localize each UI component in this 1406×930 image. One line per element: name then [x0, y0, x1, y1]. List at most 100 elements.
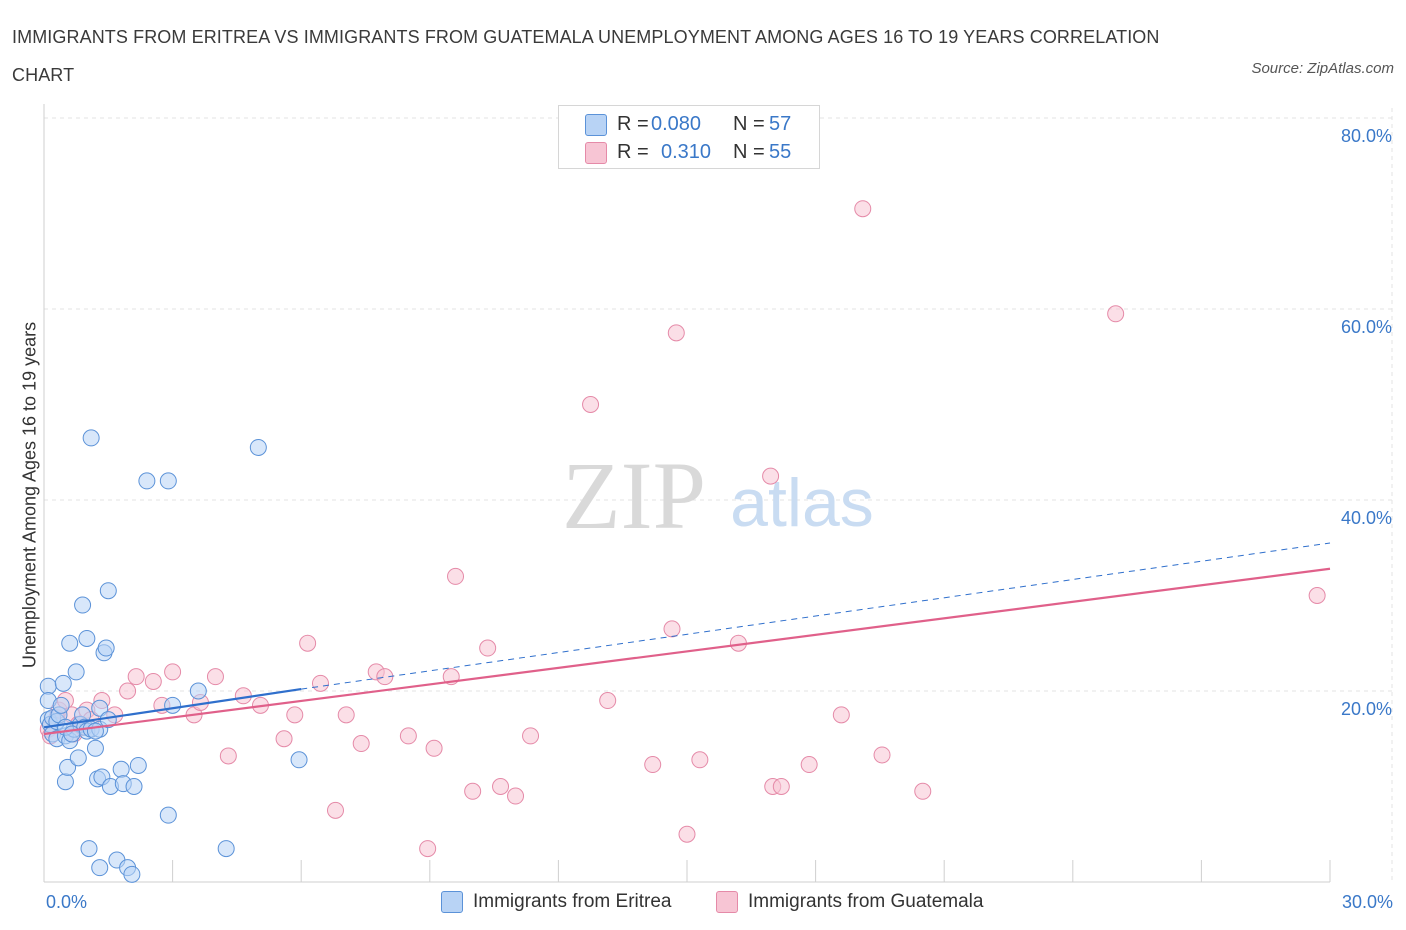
eritrea-r-label: R =: [617, 113, 649, 135]
guatemala-point: [425, 739, 443, 757]
guatemala-point: [447, 567, 465, 585]
eritrea-legend-label: Immigrants from Eritrea: [473, 891, 672, 912]
eritrea-point: [52, 696, 70, 714]
eritrea-point: [249, 438, 267, 456]
eritrea-point: [159, 806, 177, 824]
eritrea-point: [97, 639, 115, 657]
eritrea-trend-line: [43, 688, 302, 729]
guatemala-point: [164, 663, 182, 681]
eritrea-point: [123, 865, 141, 883]
y-axis-label: Unemployment Among Ages 16 to 19 years: [19, 321, 40, 669]
guatemala-point: [772, 778, 790, 795]
guatemala-point: [352, 735, 370, 753]
eritrea-point: [290, 751, 308, 769]
series-eritrea-points: [39, 429, 308, 883]
guatemala-point: [914, 782, 932, 800]
x-tick-label: 0.0%: [46, 892, 87, 912]
guatemala-r-value: 0.310: [661, 141, 712, 163]
guatemala-point: [219, 747, 237, 765]
guatemala-n-value: 55: [769, 141, 792, 163]
guatemala-legend-label: Immigrants from Guatemala: [748, 891, 984, 912]
eritrea-point: [189, 682, 207, 700]
guatemala-point: [299, 634, 317, 652]
eritrea-point: [112, 760, 130, 778]
guatemala-point: [119, 682, 137, 700]
eritrea-point: [99, 582, 117, 600]
tick-labels: 20.0% 40.0% 60.0% 80.0% 0.0% 30.0%: [46, 126, 1393, 912]
grid-layer: [44, 108, 1393, 882]
guatemala-point: [399, 727, 417, 745]
eritrea-point: [86, 739, 104, 757]
guatemala-point: [762, 467, 780, 485]
guatemala-legend-swatch: [716, 891, 738, 913]
y-tick-label: 20.0%: [1341, 699, 1392, 719]
eritrea-point: [56, 773, 74, 791]
x-tick-label: 30.0%: [1342, 892, 1393, 912]
stats-legend: R = 0.080 N = 57 R = 0.310 N = 55: [558, 105, 820, 169]
eritrea-legend-swatch: [441, 891, 463, 913]
eritrea-point: [86, 722, 104, 740]
eritrea-point: [159, 472, 177, 490]
trend-lines: [43, 542, 1331, 736]
guatemala-point: [800, 756, 818, 774]
watermark-zip: ZIP: [562, 442, 706, 549]
eritrea-point: [80, 840, 98, 858]
guatemala-point: [599, 692, 617, 710]
eritrea-point: [125, 778, 143, 795]
guatemala-point: [286, 706, 304, 724]
guatemala-point: [644, 756, 662, 774]
guatemala-point: [144, 672, 162, 690]
guatemala-swatch: [585, 142, 607, 164]
guatemala-point: [667, 324, 685, 342]
y-tick-label: 40.0%: [1341, 508, 1392, 528]
guatemala-point: [854, 200, 872, 218]
watermark: ZIP atlas: [562, 442, 874, 549]
eritrea-point: [69, 749, 87, 767]
guatemala-r-label: R =: [617, 141, 649, 163]
guatemala-point: [873, 746, 891, 764]
y-tick-label: 60.0%: [1341, 317, 1392, 337]
guatemala-point: [832, 706, 850, 724]
guatemala-n-label: N =: [733, 141, 765, 163]
guatemala-point: [311, 674, 329, 692]
source-label: Source: ZipAtlas.com: [1251, 60, 1394, 77]
guatemala-point: [522, 727, 540, 745]
axis-layer: [43, 104, 1331, 883]
guatemala-point: [206, 668, 224, 686]
eritrea-point: [78, 629, 96, 647]
eritrea-n-label: N =: [733, 113, 765, 135]
y-tick-label: 80.0%: [1341, 126, 1392, 146]
guatemala-point: [663, 620, 681, 638]
eritrea-r-value: 0.080: [651, 113, 702, 135]
eritrea-point: [59, 758, 77, 776]
eritrea-point: [63, 725, 81, 743]
guatemala-point: [464, 782, 482, 800]
eritrea-point: [91, 859, 109, 877]
eritrea-point: [67, 663, 85, 681]
guatemala-point: [507, 787, 525, 805]
eritrea-swatch: [585, 114, 607, 136]
eritrea-point: [61, 634, 79, 652]
guatemala-point: [678, 825, 696, 843]
guatemala-point: [127, 668, 145, 686]
guatemala-point: [492, 778, 510, 795]
eritrea-point: [39, 677, 57, 695]
eritrea-n-value: 57: [769, 113, 792, 135]
guatemala-point: [479, 639, 497, 657]
eritrea-point: [164, 696, 182, 714]
guatemala-trend-line: [43, 567, 1331, 736]
chart-title: IMMIGRANTS FROM ERITREA VS IMMIGRANTS FR…: [12, 27, 1160, 85]
guatemala-point: [376, 668, 394, 686]
watermark-atlas: atlas: [730, 465, 874, 541]
guatemala-point: [691, 751, 709, 769]
guatemala-point: [326, 801, 344, 819]
eritrea-point: [54, 674, 72, 692]
eritrea-point: [82, 429, 100, 447]
eritrea-point: [74, 596, 92, 614]
guatemala-point: [1107, 305, 1125, 323]
guatemala-point: [1308, 587, 1326, 604]
eritrea-trend-extension: [301, 542, 1331, 690]
guatemala-point: [275, 730, 293, 748]
eritrea-point: [138, 472, 156, 490]
